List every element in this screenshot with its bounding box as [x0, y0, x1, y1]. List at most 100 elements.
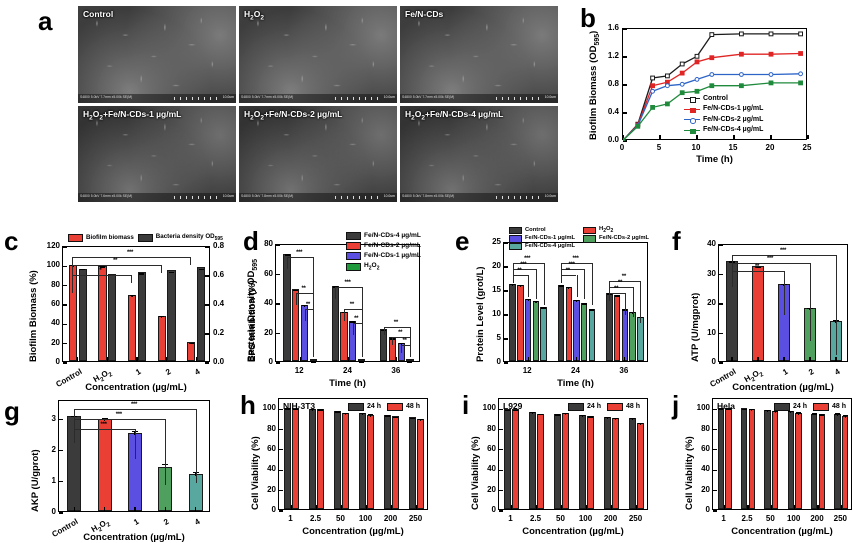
panel-i-bar-3-0 [579, 415, 586, 509]
x-tick-mark [536, 505, 537, 509]
sig-bracket-top [561, 275, 576, 276]
legend-swatch [346, 263, 361, 271]
legend-line-swatch [684, 119, 700, 120]
panel-d-bar-1-3 [358, 359, 365, 361]
y-tick-mark [499, 449, 503, 450]
panel-d-legend-item-0: Fe/N-CDs-4 µg/mL [346, 232, 421, 241]
sem-scalebar: S4800 5.0kV 7.8mm x5.00k SE(M)10.0um [400, 193, 558, 202]
panel-i-plot [498, 398, 648, 510]
sem-meta-text: S4800 5.0kV 7.8mm x5.00k SE(M) [402, 194, 454, 198]
x-tick-mark [300, 357, 301, 361]
panel-b-marker [710, 84, 714, 88]
sig-bracket-right [131, 275, 132, 283]
sig-bracket-right [544, 263, 545, 305]
y-tick-mark [59, 419, 63, 420]
y-tick-mark [719, 303, 723, 304]
x-tick-mark [771, 505, 772, 509]
panel-e-bar-0-4 [540, 307, 546, 361]
sem-meta-text: S4800 5.0kV 7.6mm x5.00k SE(M) [80, 194, 132, 198]
panel-j-bar-0-0 [718, 408, 724, 509]
panel-e-xtick-0: 12 [505, 366, 549, 375]
panel-i-title: L929 [503, 401, 522, 411]
y-tick-mark [504, 362, 508, 363]
x-tick-mark [341, 505, 342, 509]
sem-scale-label: 10.0um [384, 95, 395, 99]
x-tick-mark [348, 357, 349, 361]
y-tick-mark [63, 285, 67, 286]
panel-c-bar-4-1 [197, 267, 205, 361]
panel-e-sig-6: ** [604, 286, 628, 292]
panel-d-legend-label-1: Fe/N-CDs-2 µg/mL [364, 242, 421, 251]
y-tick-mark [719, 362, 723, 363]
error-cap [360, 413, 365, 414]
panel-h-bar-5-0 [409, 417, 416, 509]
x-tick-mark [528, 357, 529, 361]
sig-bracket-right [410, 345, 411, 357]
sig-bracket-top [353, 323, 362, 324]
panel-d-ytick-4: 80 [257, 239, 273, 248]
panel-i-xtick-5: 250 [614, 514, 658, 523]
panel-e-xtick-1: 24 [554, 366, 598, 375]
panel-h-bar-1-0 [309, 409, 316, 509]
panel-g-ytick-1: 1 [40, 476, 56, 485]
sig-bracket-left [72, 257, 73, 293]
y-tick-mark [499, 510, 503, 511]
panel-e-legend-label-4: Fe/N-CDs-4 µg/mL [525, 243, 575, 251]
panel-j-bar-5-0 [834, 414, 840, 509]
legend-swatch [813, 403, 829, 411]
y-tick-mark [713, 429, 717, 430]
panel-c-ytick-2: 40 [38, 318, 60, 327]
x-tick-mark [291, 505, 292, 509]
error-cap [742, 409, 747, 410]
panel-j-bar-3-0 [788, 411, 794, 509]
error-cap [630, 418, 635, 419]
y2-tick-mark [205, 246, 209, 247]
panel-j-plot [712, 398, 852, 510]
panel-c-ytick-6: 120 [38, 241, 60, 250]
sem-caption-3: Fe/N-CDs [405, 9, 443, 19]
panel-e-ytick-3: 15 [485, 285, 501, 294]
panel-e-sig-4: *** [560, 262, 584, 268]
sig-bracket-left [401, 345, 402, 353]
x-tick-mark [77, 357, 78, 361]
panel-e-ytick-2: 10 [485, 309, 501, 318]
panel-e-bar-1-4 [589, 309, 595, 361]
panel-h-legend-item-0: 24 h [348, 402, 381, 411]
error-cap [749, 409, 754, 410]
y-tick-mark [63, 343, 67, 344]
legend-line-swatch [684, 98, 700, 99]
panel-e-legend-item-4: Fe/N-CDs-4 µg/mL [509, 243, 577, 251]
legend-marker [690, 97, 696, 103]
panel-b-marker [799, 32, 803, 36]
panel-e-ytick-1: 5 [485, 333, 501, 342]
panel-g-ytick-3: 3 [40, 414, 56, 423]
sem-caption-2: H2O2 [244, 9, 264, 22]
panel-j-legend-item-1: 48 h [813, 402, 846, 411]
sig-bracket-right [362, 323, 363, 357]
error-cap [589, 309, 594, 310]
sem-texture [400, 6, 558, 103]
panel-g-sig-2: *** [122, 402, 146, 408]
sig-bracket-top [287, 257, 313, 258]
panel-c-bar-0-0 [69, 265, 77, 361]
error-cap [615, 295, 620, 296]
panel-b-marker [740, 32, 744, 36]
panel-e-legend-label-1: H2O2 [599, 226, 613, 235]
panel-i-bar-4-0 [604, 417, 611, 509]
panel-g-xlabel: Concentration (µg/mL) [48, 532, 220, 543]
sem-scale-ticks [174, 196, 220, 199]
panel-d-bar-0-0 [283, 254, 290, 361]
panel-h-legend-item-1: 48 h [387, 402, 420, 411]
panel-i-bar-1-0 [529, 412, 536, 509]
sig-bracket-top [732, 255, 836, 256]
panel-b-marker [636, 124, 640, 128]
sig-bracket-right [640, 281, 641, 323]
panel-f-ytick-0: 0 [700, 357, 716, 366]
sem-meta-text: S4800 5.0kV 7.8mm x5.00k SE(M) [241, 194, 293, 198]
y-tick-mark [276, 274, 280, 275]
panel-i-legend-label-1: 48 h [626, 402, 640, 411]
panel-c-bar-2-0 [128, 295, 136, 361]
panel-d-ylabel: EPS Inhibition (%) [247, 280, 258, 362]
